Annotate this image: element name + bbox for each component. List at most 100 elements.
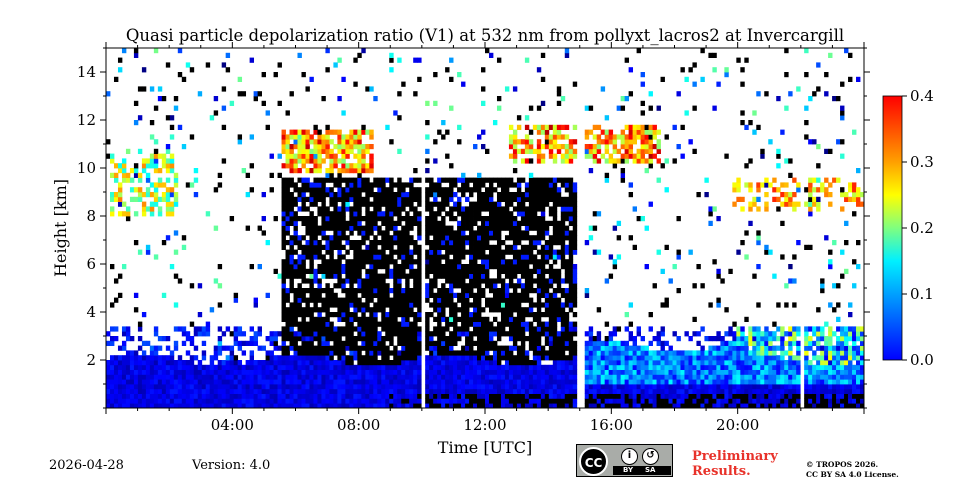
heatmap-cell (417, 345, 422, 351)
heatmap-cell (237, 91, 243, 97)
heatmap-cell (437, 211, 442, 217)
heatmap-cell (540, 364, 546, 370)
heatmap-cell (504, 312, 510, 318)
heatmap-cell (504, 364, 510, 370)
heatmap-cell (357, 345, 362, 351)
heatmap-cell (692, 364, 697, 370)
heatmap-cell (488, 52, 494, 58)
heatmap-cell (173, 249, 179, 255)
heatmap-cell (496, 105, 502, 111)
heatmap-cell (333, 264, 338, 270)
heatmap-cell (253, 388, 258, 394)
heatmap-cell (512, 364, 518, 370)
heatmap-cell (441, 216, 446, 222)
heatmap-cell (345, 153, 350, 159)
heatmap-cell (325, 364, 330, 370)
heatmap-cell (241, 398, 247, 404)
heatmap-cell (337, 230, 342, 236)
heatmap-cell (373, 206, 378, 212)
heatmap-cell (217, 350, 223, 356)
heatmap-cell (369, 288, 374, 294)
heatmap-cell (281, 235, 286, 241)
heatmap-cell (321, 134, 326, 140)
heatmap-cell (572, 345, 578, 351)
heatmap-cell (109, 379, 115, 385)
heatmap-cell (353, 379, 358, 385)
heatmap-cell (508, 153, 514, 159)
heatmap-cell (560, 355, 566, 361)
heatmap-cell (437, 336, 442, 342)
heatmap-cell (201, 355, 207, 361)
heatmap-cell (620, 364, 626, 370)
heatmap-cell (429, 254, 434, 260)
heatmap-cell (540, 388, 546, 394)
heatmap-cell (492, 288, 498, 294)
heatmap-cell (648, 374, 653, 380)
heatmap-cell (393, 220, 398, 226)
heatmap-cell (137, 369, 143, 375)
heatmap-cell (700, 403, 705, 408)
heatmap-cell (572, 201, 578, 207)
heatmap-cell (512, 168, 518, 174)
heatmap-cell (281, 384, 286, 390)
heatmap-cell (461, 216, 466, 222)
heatmap-cell (341, 369, 346, 375)
heatmap-cell (453, 374, 458, 380)
heatmap-cell (169, 168, 175, 174)
heatmap-cell (109, 336, 115, 342)
heatmap-cell (369, 369, 374, 375)
heatmap-cell (608, 134, 614, 140)
heatmap-cell (297, 283, 302, 289)
heatmap-cell (465, 182, 470, 188)
heatmap-cell (401, 403, 406, 408)
heatmap-cell (189, 134, 195, 140)
heatmap-cell (596, 398, 602, 404)
heatmap-cell (704, 336, 709, 342)
heatmap-cell (293, 153, 298, 159)
heatmap-cell (121, 398, 127, 404)
heatmap-cell (568, 139, 574, 145)
heatmap-cell (556, 297, 562, 303)
heatmap-cell (449, 316, 454, 322)
heatmap-cell (449, 283, 454, 289)
heatmap-cell (592, 225, 598, 231)
heatmap-cell (488, 201, 494, 207)
heatmap-cell (548, 336, 554, 342)
heatmap-cell (453, 302, 458, 308)
heatmap-cell (449, 355, 454, 361)
heatmap-cell (397, 302, 402, 308)
heatmap-cell (477, 288, 482, 294)
heatmap-cell (217, 379, 223, 385)
heatmap-cell (692, 393, 697, 399)
heatmap-cell (369, 264, 374, 270)
heatmap-cell (508, 321, 514, 327)
heatmap-cell (477, 374, 482, 380)
heatmap-cell (181, 340, 187, 346)
heatmap-cell (117, 398, 123, 404)
heatmap-cell (548, 182, 554, 188)
heatmap-cell (125, 384, 131, 390)
heatmap-cell (389, 254, 394, 260)
heatmap-cell (556, 177, 562, 183)
heatmap-cell (445, 393, 450, 399)
heatmap-cell (512, 158, 518, 164)
heatmap-cell (644, 374, 649, 380)
heatmap-cell (536, 259, 542, 265)
heatmap-cell (540, 254, 546, 260)
heatmap-cell (457, 336, 462, 342)
heatmap-cell (429, 398, 434, 404)
heatmap-cell (397, 331, 402, 337)
heatmap-cell (133, 187, 139, 193)
heatmap-cell (413, 220, 418, 226)
heatmap-cell (572, 340, 578, 346)
heatmap-cell (632, 153, 637, 159)
heatmap-cell (361, 254, 366, 260)
heatmap-cell (169, 364, 175, 370)
heatmap-cell (117, 374, 123, 380)
heatmap-cell (636, 384, 641, 390)
heatmap-cell (109, 364, 115, 370)
heatmap-cell (289, 240, 294, 246)
heatmap-cell (241, 388, 247, 394)
heatmap-cell (369, 379, 374, 385)
heatmap-cell (265, 393, 270, 399)
